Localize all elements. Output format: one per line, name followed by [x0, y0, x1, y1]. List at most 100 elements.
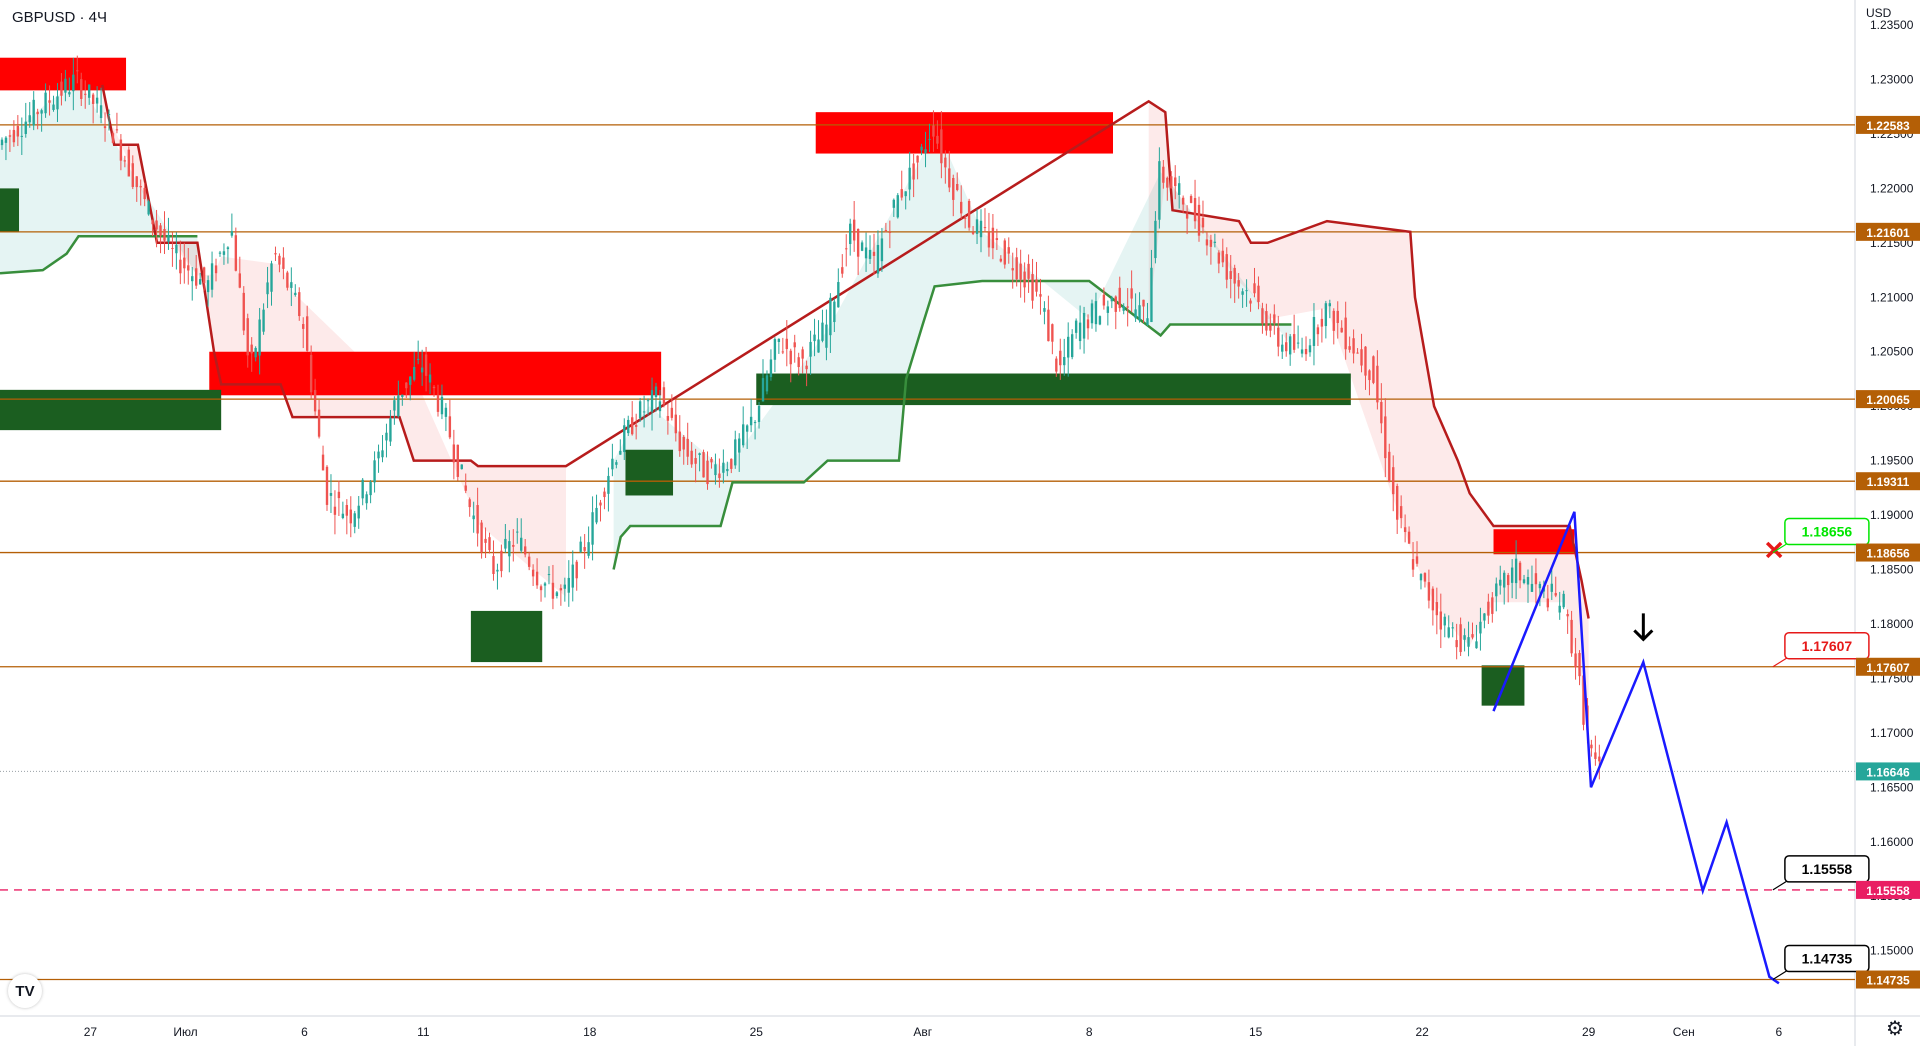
candle-body	[896, 195, 899, 218]
candle-body	[290, 282, 293, 288]
candle-body	[1399, 506, 1403, 519]
candle-body	[60, 81, 63, 96]
candle-body	[123, 160, 127, 162]
candle-body	[956, 183, 959, 190]
candle-body	[1134, 309, 1137, 319]
candle-body	[1435, 602, 1439, 616]
candle-body	[72, 74, 75, 92]
candle-body	[1138, 305, 1141, 321]
candle-body	[1316, 327, 1320, 335]
candle-body	[337, 491, 341, 499]
candle-body	[623, 425, 626, 453]
candle-body	[1332, 310, 1335, 331]
candle-body	[1110, 298, 1113, 302]
candle-body	[341, 513, 345, 519]
candle-body	[975, 219, 979, 234]
candle-body	[1007, 247, 1010, 254]
candle-body	[516, 531, 519, 533]
candle-body	[872, 251, 876, 256]
candle-body	[409, 376, 412, 385]
level-price-tag-4-bg	[1856, 543, 1920, 562]
candle-body	[381, 450, 384, 458]
candle-body	[769, 359, 773, 378]
candle-body	[1023, 271, 1026, 288]
callout-box-t2	[1784, 944, 1870, 973]
dashed-price-tag: 1.15558	[1866, 884, 1910, 898]
candle-body	[16, 126, 20, 137]
candle-body	[1558, 605, 1561, 613]
settings-gear-icon[interactable]: ⚙	[1886, 1018, 1904, 1040]
candle-body	[1344, 317, 1347, 350]
candle-body	[777, 338, 781, 343]
candle-body	[1550, 583, 1553, 592]
supply-zone-1	[209, 351, 662, 396]
candle-body	[1273, 314, 1276, 324]
candle-body	[48, 100, 51, 103]
candle-body	[928, 138, 931, 140]
candle-body	[1292, 334, 1296, 350]
y-tick-label: 1.21000	[1870, 290, 1914, 304]
candle-body	[413, 366, 416, 380]
candle-body	[147, 201, 150, 215]
candle-body	[1063, 357, 1066, 366]
candle-body	[1150, 267, 1153, 323]
candle-body	[127, 149, 131, 177]
tradingview-logo[interactable]: TV	[8, 974, 42, 1008]
candle-body	[607, 475, 610, 494]
candle-body	[143, 187, 146, 200]
candle-body	[250, 344, 253, 354]
candle-body	[472, 515, 475, 520]
candle-body	[1594, 752, 1597, 759]
candle-body	[1328, 303, 1332, 307]
y-tick-label: 1.22000	[1870, 181, 1914, 195]
dashed-price-tag-bg	[1856, 880, 1920, 899]
candle-body	[638, 401, 642, 419]
candle-body	[845, 248, 848, 250]
x-tick-label: Июл	[173, 1025, 197, 1039]
currency-selector[interactable]: USD	[1866, 6, 1892, 20]
bull-cloud-1	[0, 79, 198, 276]
candle-body	[282, 257, 285, 269]
candle-body	[627, 419, 630, 434]
candle-body	[222, 251, 226, 255]
candle-body	[1174, 177, 1177, 187]
candle-body	[286, 272, 289, 288]
candle-body	[1487, 601, 1490, 616]
candle-body	[983, 227, 987, 229]
candle-body	[1566, 614, 1569, 617]
candle-body	[888, 231, 892, 233]
candle-body	[1471, 634, 1474, 638]
candle-body	[389, 418, 392, 442]
candle-body	[575, 561, 578, 579]
candle-body	[1178, 183, 1181, 195]
candle-body	[1277, 327, 1280, 347]
candle-body	[416, 358, 420, 360]
level-price-tag-3: 1.19311	[1867, 475, 1910, 489]
candle-body	[32, 99, 35, 126]
candle-body	[785, 338, 788, 350]
candle-body	[1197, 204, 1201, 236]
callout-box-t1	[1784, 855, 1870, 883]
candle-body	[1249, 300, 1252, 304]
candle-body	[373, 460, 376, 483]
candle-body	[789, 350, 792, 365]
level-price-tag-6-bg	[1856, 970, 1920, 989]
candle-body	[1372, 356, 1375, 383]
candle-body	[726, 468, 729, 472]
candle-body	[734, 439, 737, 466]
candle-body	[702, 452, 705, 478]
candle-body	[631, 417, 634, 435]
demand-zone-4	[756, 373, 1351, 406]
symbol-title[interactable]: GBPUSD · 4Ч	[12, 9, 108, 26]
candle-body	[670, 407, 674, 418]
candle-body	[523, 546, 527, 555]
x-tick-label: 8	[1086, 1025, 1093, 1039]
candle-body	[1447, 627, 1450, 638]
candle-body	[4, 137, 8, 143]
candle-body	[302, 324, 305, 329]
candle-body	[1011, 268, 1014, 271]
candle-body	[1281, 344, 1284, 352]
candle-body	[698, 453, 701, 455]
